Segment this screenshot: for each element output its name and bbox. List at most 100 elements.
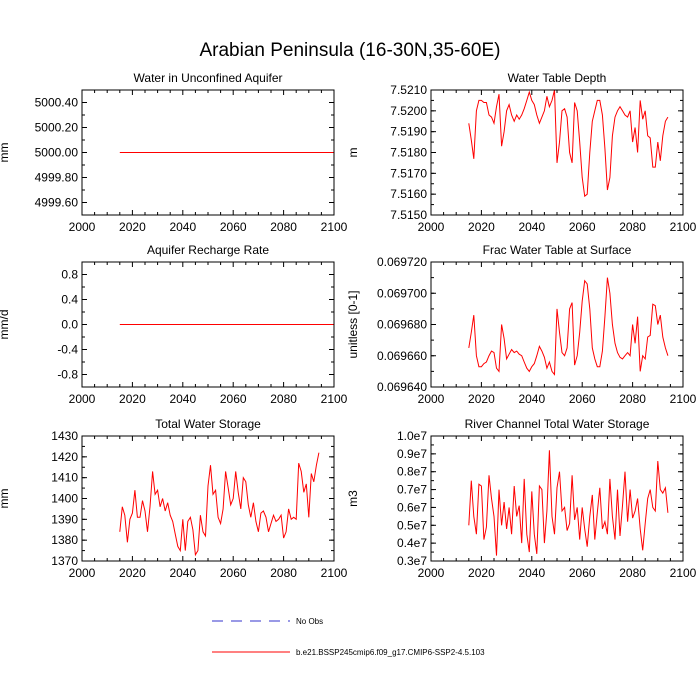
series-line bbox=[119, 452, 320, 557]
panels: Water in Unconfined Aquifer mm 2000 2020 204… bbox=[0, 71, 697, 580]
x-tick-label: 2100 bbox=[670, 392, 697, 406]
y-tick-label: 5000.00 bbox=[35, 146, 79, 160]
y-tick-label: 7.5210 bbox=[390, 83, 427, 97]
y-tick-label: -0.8 bbox=[57, 368, 78, 382]
x-tick-label: 2100 bbox=[321, 392, 348, 406]
y-tick-label: 0.8 bbox=[61, 268, 78, 282]
y-axis-label: mm/d bbox=[0, 310, 11, 340]
x-tick-label: 2020 bbox=[468, 392, 495, 406]
y-tick-label: 7.5190 bbox=[390, 125, 427, 139]
y-tick-label: 0.069700 bbox=[377, 286, 427, 300]
x-tick-label: 2040 bbox=[169, 220, 196, 234]
panel-title: Water Table Depth bbox=[508, 71, 607, 85]
x-tick-label: 2020 bbox=[119, 392, 146, 406]
y-tick-label: 0.8e7 bbox=[397, 465, 427, 479]
y-axis-label: m3 bbox=[346, 490, 360, 507]
x-tick-label: 2100 bbox=[321, 220, 348, 234]
y-tick-label: 0.069660 bbox=[377, 349, 427, 363]
y-tick-label: 0.0 bbox=[61, 318, 78, 332]
y-tick-label: -0.4 bbox=[57, 343, 78, 357]
x-tick-label: 2080 bbox=[270, 220, 297, 234]
x-tick-label: 2100 bbox=[670, 220, 697, 234]
y-tick-label: 0.7e7 bbox=[397, 483, 427, 497]
x-tick-label: 2060 bbox=[220, 392, 247, 406]
panel-6: River Channel Total Water Storage m3 2000 2… bbox=[346, 417, 697, 580]
x-tick-label: 2060 bbox=[569, 220, 596, 234]
panel-title: Frac Water Table at Surface bbox=[483, 243, 632, 257]
y-tick-label: 7.5160 bbox=[390, 187, 427, 201]
x-tick-label: 2060 bbox=[569, 566, 596, 580]
y-axis-label: mm bbox=[0, 143, 11, 163]
x-tick-label: 2040 bbox=[169, 392, 196, 406]
y-tick-label: 1390 bbox=[51, 512, 78, 526]
series-line bbox=[468, 450, 669, 556]
plot-frame bbox=[81, 261, 335, 388]
x-tick-label: 2080 bbox=[619, 566, 646, 580]
y-tick-label: 5000.20 bbox=[35, 121, 79, 135]
y-tick-label: 1400 bbox=[51, 492, 78, 506]
y-tick-label: 0.6e7 bbox=[397, 500, 427, 514]
x-tick-label: 2000 bbox=[418, 566, 445, 580]
x-tick-label: 2080 bbox=[270, 566, 297, 580]
x-tick-label: 2080 bbox=[270, 392, 297, 406]
y-tick-label: 4999.80 bbox=[35, 171, 79, 185]
x-tick-label: 2100 bbox=[670, 566, 697, 580]
panel-1: Water in Unconfined Aquifer mm 2000 2020 204… bbox=[0, 71, 348, 234]
x-tick-label: 2040 bbox=[518, 220, 545, 234]
panel-4: Frac Water Table at Surface unitless [0-1… bbox=[346, 243, 697, 406]
panel-title: Aquifer Recharge Rate bbox=[147, 243, 269, 257]
x-tick-label: 2000 bbox=[69, 392, 96, 406]
x-tick-label: 2060 bbox=[220, 566, 247, 580]
y-tick-label: 0.4e7 bbox=[397, 536, 427, 550]
legend-obs-label: No Obs bbox=[296, 617, 323, 626]
figure-title: Arabian Peninsula (16-30N,35-60E) bbox=[199, 40, 500, 61]
panel-title: River Channel Total Water Storage bbox=[465, 417, 650, 431]
x-tick-label: 2000 bbox=[69, 220, 96, 234]
panel-title: Total Water Storage bbox=[155, 417, 261, 431]
x-tick-label: 2040 bbox=[518, 566, 545, 580]
y-tick-label: 0.5e7 bbox=[397, 518, 427, 532]
y-tick-label: 5000.40 bbox=[35, 96, 79, 110]
x-tick-label: 2060 bbox=[220, 220, 247, 234]
y-tick-label: 1420 bbox=[51, 450, 78, 464]
y-tick-label: 1430 bbox=[51, 429, 78, 443]
y-tick-label: 0.069720 bbox=[377, 255, 427, 269]
y-tick-label: 0.4 bbox=[61, 293, 78, 307]
y-axis-label: m bbox=[346, 148, 360, 158]
y-tick-label: 7.5200 bbox=[390, 104, 427, 118]
y-tick-label: 1.0e7 bbox=[397, 429, 427, 443]
plot-frame bbox=[430, 89, 684, 216]
x-tick-label: 2100 bbox=[321, 566, 348, 580]
panel-5: Total Water Storage mm 2000 2020 2040 2060 208… bbox=[0, 417, 348, 580]
y-tick-label: 4999.60 bbox=[35, 196, 79, 210]
panel-3: Aquifer Recharge Rate mm/d 2000 2020 2040 206… bbox=[0, 243, 348, 406]
y-tick-label: 0.3e7 bbox=[397, 554, 427, 568]
plot-frame bbox=[430, 435, 684, 562]
y-tick-label: 7.5150 bbox=[390, 208, 427, 222]
x-tick-label: 2020 bbox=[468, 566, 495, 580]
y-tick-label: 1370 bbox=[51, 554, 78, 568]
x-tick-label: 2080 bbox=[619, 392, 646, 406]
x-tick-label: 2020 bbox=[119, 220, 146, 234]
y-tick-label: 1380 bbox=[51, 533, 78, 547]
y-tick-label: 0.069680 bbox=[377, 318, 427, 332]
panel-2: Water Table Depth m 2000 2020 2040 2060 2080 21… bbox=[346, 71, 697, 234]
y-tick-label: 7.5180 bbox=[390, 146, 427, 160]
legend: No Obs b.e21.BSSP245cmip6.f09_g17.CMIP6-… bbox=[212, 617, 485, 657]
panel-title: Water in Unconfined Aquifer bbox=[134, 71, 283, 85]
y-tick-label: 1410 bbox=[51, 471, 78, 485]
series-line bbox=[468, 277, 669, 376]
legend-model-label: b.e21.BSSP245cmip6.f09_g17.CMIP6-SSP2-4.… bbox=[296, 648, 485, 657]
y-tick-label: 0.069640 bbox=[377, 380, 427, 394]
series-line bbox=[468, 89, 669, 198]
x-tick-label: 2020 bbox=[468, 220, 495, 234]
y-axis-label: mm bbox=[0, 489, 11, 509]
x-tick-label: 2020 bbox=[119, 566, 146, 580]
x-tick-label: 2060 bbox=[569, 392, 596, 406]
x-tick-label: 2080 bbox=[619, 220, 646, 234]
x-tick-label: 2000 bbox=[69, 566, 96, 580]
x-tick-label: 2000 bbox=[418, 220, 445, 234]
x-tick-label: 2000 bbox=[418, 392, 445, 406]
